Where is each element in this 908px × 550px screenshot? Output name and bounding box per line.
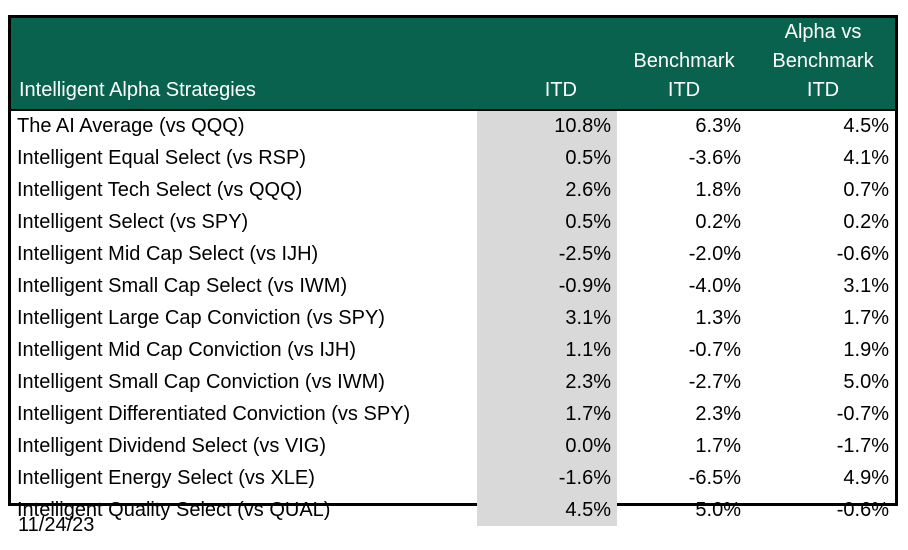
table-row: Intelligent Equal Select (vs RSP) 0.5% -3.… — [11, 142, 895, 174]
strategy-name-cell: Intelligent Select (vs SPY) — [17, 210, 249, 233]
benchmark-itd-value-cell: 5.0% — [695, 498, 741, 521]
strategy-performance-table-frame: Intelligent Alpha Strategies ITD Benchma… — [8, 15, 898, 526]
benchmark-itd-value-cell: 2.3% — [695, 402, 741, 425]
alpha-itd-value-cell: 4.1% — [843, 146, 889, 169]
table-row: Intelligent Dividend Select (vs VIG) 0.0%… — [11, 430, 895, 462]
header-alpha-line2: Benchmark ITD — [772, 50, 874, 101]
table-header: Intelligent Alpha Strategies ITD Benchma… — [11, 18, 895, 110]
table-row: Intelligent Large Cap Conviction (vs SPY… — [11, 302, 895, 334]
itd-value-cell: -2.5% — [477, 238, 617, 270]
table-row: Intelligent Mid Cap Select (vs IJH) -2.5%… — [11, 238, 895, 270]
benchmark-itd-value-cell: 1.3% — [695, 306, 741, 329]
strategy-name-cell: Intelligent Quality Select (vs QUAL) — [17, 498, 331, 521]
benchmark-itd-value-cell: -4.0% — [688, 274, 741, 297]
header-benchmark-line1: Benchmark — [633, 50, 735, 72]
alpha-itd-value-cell: -0.6% — [836, 242, 889, 265]
alpha-itd-value-cell: -1.7% — [836, 434, 889, 457]
strategy-performance-table: Intelligent Alpha Strategies ITD Benchma… — [11, 18, 895, 526]
table-row: Intelligent Select (vs SPY) 0.5% 0.2% 0.2% — [11, 206, 895, 238]
table-body: The AI Average (vs QQQ) 10.8% 6.3% 4.5% Inte… — [11, 109, 895, 526]
itd-value-cell: 2.3% — [477, 366, 617, 398]
table-row: Intelligent Small Cap Conviction (vs IWM… — [11, 366, 895, 398]
benchmark-itd-value-cell: 1.7% — [695, 434, 741, 457]
strategy-name-cell: Intelligent Dividend Select (vs VIG) — [17, 434, 327, 457]
table-row: Intelligent Quality Select (vs QUAL) 4.5%… — [11, 494, 895, 526]
header-benchmark-line2: ITD — [667, 79, 701, 101]
benchmark-itd-value-cell: -6.5% — [688, 466, 741, 489]
itd-value-cell: 0.5% — [477, 206, 617, 238]
strategy-name-cell: Intelligent Energy Select (vs XLE) — [17, 466, 315, 489]
table-row: The AI Average (vs QQQ) 10.8% 6.3% 4.5% — [11, 109, 895, 142]
itd-value-cell: 4.5% — [477, 494, 617, 526]
header-benchmark-itd: Benchmark ITD — [617, 18, 747, 110]
table-row: Intelligent Energy Select (vs XLE) -1.6% -… — [11, 462, 895, 494]
header-alpha-itd: Alpha vs Benchmark ITD — [747, 18, 895, 110]
strategy-name-cell: Intelligent Equal Select (vs RSP) — [17, 146, 307, 169]
table-row: Intelligent Mid Cap Conviction (vs IJH) 1… — [11, 334, 895, 366]
benchmark-itd-value-cell: -2.0% — [688, 242, 741, 265]
as-of-date: 11/24/23 — [18, 514, 95, 536]
header-itd: ITD — [544, 79, 577, 101]
benchmark-itd-value-cell: -3.6% — [688, 146, 741, 169]
itd-value-cell: -0.9% — [477, 270, 617, 302]
alpha-itd-value-cell: -0.7% — [836, 402, 889, 425]
table-row: Intelligent Small Cap Select (vs IWM) -0.… — [11, 270, 895, 302]
alpha-itd-value-cell: 4.5% — [747, 109, 895, 142]
alpha-itd-value-cell: 4.9% — [843, 466, 889, 489]
table-row: Intelligent Tech Select (vs QQQ) 2.6% 1.8%… — [11, 174, 895, 206]
strategy-name-cell: Intelligent Large Cap Conviction (vs SPY… — [17, 306, 385, 329]
alpha-itd-value-cell: 3.1% — [843, 274, 889, 297]
itd-value-cell: 0.5% — [477, 142, 617, 174]
itd-value-cell: 2.6% — [477, 174, 617, 206]
alpha-itd-value-cell: 1.7% — [843, 306, 889, 329]
table-row: Intelligent Differentiated Conviction (v… — [11, 398, 895, 430]
strategy-name-cell: Intelligent Tech Select (vs QQQ) — [17, 178, 303, 201]
benchmark-itd-value-cell: -2.7% — [688, 370, 741, 393]
header-row: Intelligent Alpha Strategies ITD Benchma… — [11, 18, 895, 110]
alpha-itd-value-cell: 1.9% — [843, 338, 889, 361]
itd-value-cell: 0.0% — [477, 430, 617, 462]
alpha-itd-value-cell: 0.2% — [843, 210, 889, 233]
benchmark-itd-value-cell: 0.2% — [695, 210, 741, 233]
itd-value-cell: 1.7% — [477, 398, 617, 430]
itd-value-cell: 10.8% — [477, 109, 617, 142]
itd-value-cell: 1.1% — [477, 334, 617, 366]
itd-value-cell: 3.1% — [477, 302, 617, 334]
benchmark-itd-value-cell: 1.8% — [695, 178, 741, 201]
benchmark-itd-value-cell: 6.3% — [617, 109, 747, 142]
strategy-name-cell: The AI Average (vs QQQ) — [11, 109, 477, 142]
strategy-name-cell: Intelligent Small Cap Select (vs IWM) — [17, 274, 348, 297]
strategy-name-cell: Intelligent Mid Cap Conviction (vs IJH) — [17, 338, 357, 361]
alpha-itd-value-cell: -0.6% — [836, 498, 889, 521]
alpha-itd-value-cell: 5.0% — [843, 370, 889, 393]
strategy-name-cell: Intelligent Differentiated Conviction (v… — [17, 402, 411, 425]
header-strategy-name: Intelligent Alpha Strategies — [19, 79, 256, 101]
alpha-itd-value-cell: 0.7% — [843, 178, 889, 201]
benchmark-itd-value-cell: -0.7% — [688, 338, 741, 361]
itd-value-cell: -1.6% — [477, 462, 617, 494]
header-alpha-line1: Alpha vs — [784, 21, 862, 43]
strategy-name-cell: Intelligent Mid Cap Select (vs IJH) — [17, 242, 319, 265]
strategy-name-cell: Intelligent Small Cap Conviction (vs IWM… — [17, 370, 385, 393]
